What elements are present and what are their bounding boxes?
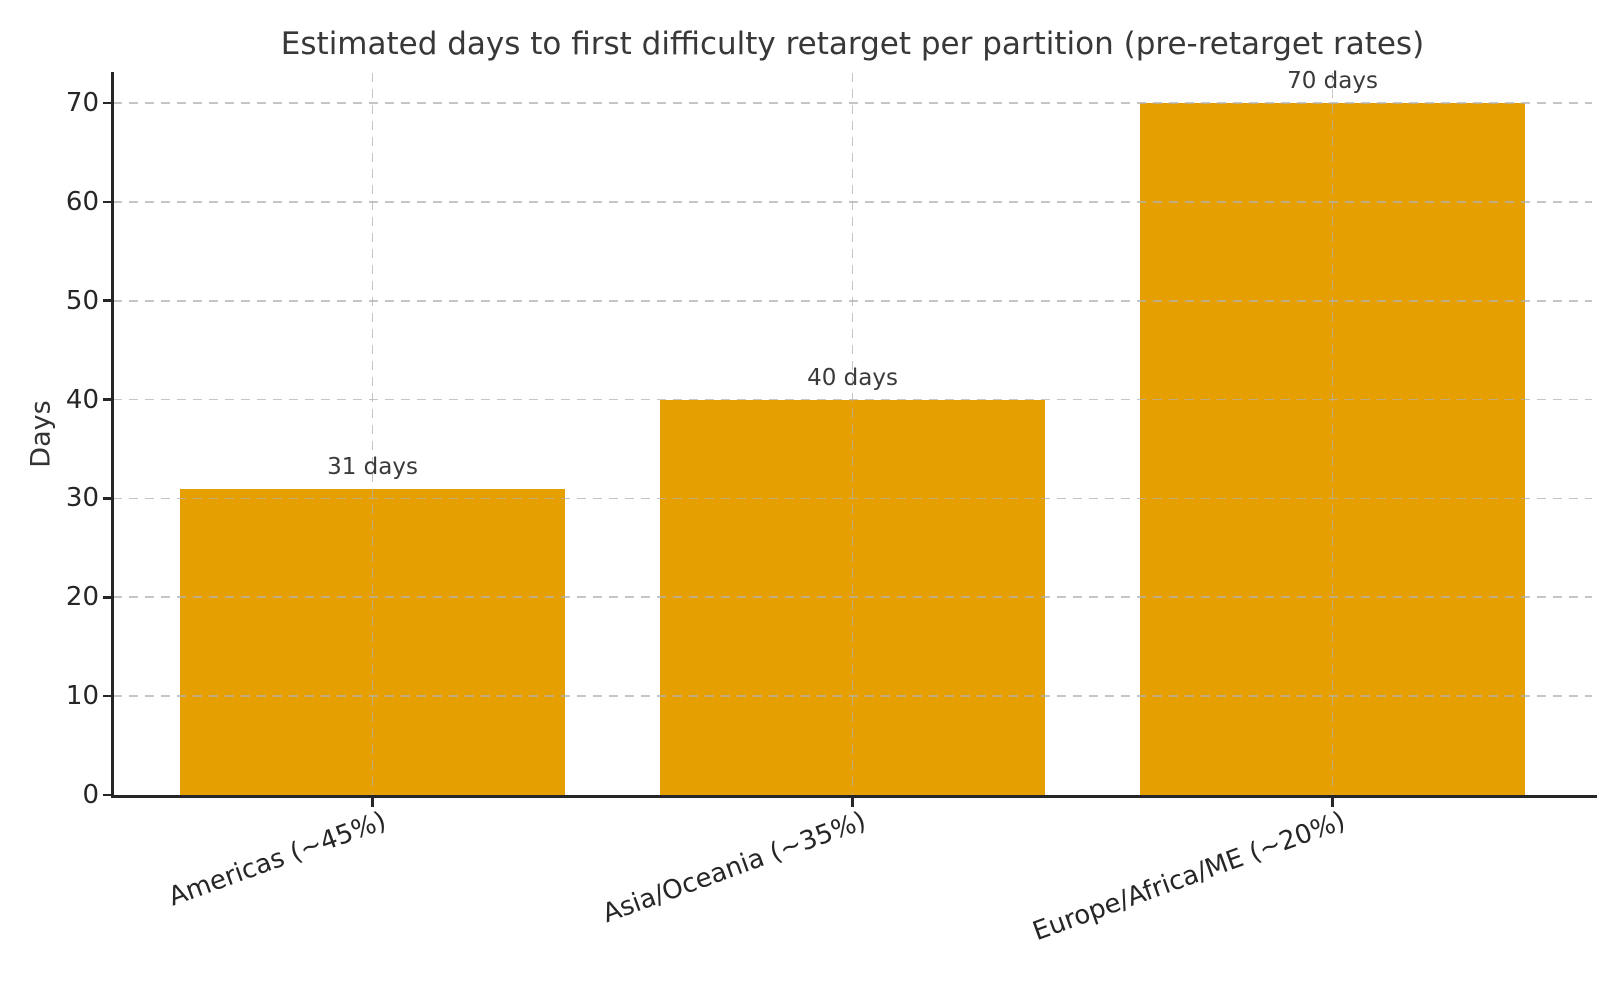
x-tick-label: Asia/Oceania (~35%) <box>598 806 870 930</box>
gridline-h <box>113 102 1592 104</box>
y-tick-mark <box>103 299 112 302</box>
x-tick-mark <box>371 798 374 807</box>
y-tick-mark <box>103 694 112 698</box>
bar-value-label: 31 days <box>327 453 418 480</box>
gridline-h <box>113 695 1592 697</box>
y-tick-mark <box>103 595 112 599</box>
gridline-h <box>113 497 1592 500</box>
y-tick-label: 40 <box>65 384 99 415</box>
x-tick-label: Europe/Africa/ME (~20%) <box>1029 806 1350 948</box>
x-tick-mark <box>851 798 854 807</box>
gridline-v <box>371 73 374 795</box>
y-tick-label: 60 <box>65 186 99 217</box>
y-tick-label: 0 <box>82 780 99 810</box>
y-tick-label: 50 <box>65 285 99 316</box>
y-axis-spine <box>111 72 114 798</box>
x-axis-spine <box>111 795 1597 798</box>
bar-value-label: 70 days <box>1287 68 1378 94</box>
y-tick-mark <box>103 497 112 500</box>
y-tick-mark <box>103 200 112 204</box>
gridline-h <box>113 299 1592 302</box>
x-tick-label: Americas (~45%) <box>164 806 390 913</box>
chart-title: Estimated days to first difficulty retar… <box>280 26 1425 62</box>
gridline-v <box>851 73 854 795</box>
gridline-h <box>113 596 1592 599</box>
y-tick-label: 20 <box>65 582 99 613</box>
x-tick-mark <box>1331 798 1334 807</box>
gridline-h <box>113 201 1592 203</box>
y-tick-mark <box>103 398 112 401</box>
plot-area: 31 days 40 days 70 days <box>113 68 1592 795</box>
y-tick-label: 30 <box>65 483 99 514</box>
gridline-h <box>113 398 1592 401</box>
y-tick-label: 70 <box>65 88 99 118</box>
y-tick-label: 10 <box>65 681 99 712</box>
y-tick-mark <box>103 793 112 797</box>
y-tick-mark <box>103 101 112 105</box>
gridline-v <box>1331 73 1334 795</box>
bar-value-label: 40 days <box>807 364 898 391</box>
